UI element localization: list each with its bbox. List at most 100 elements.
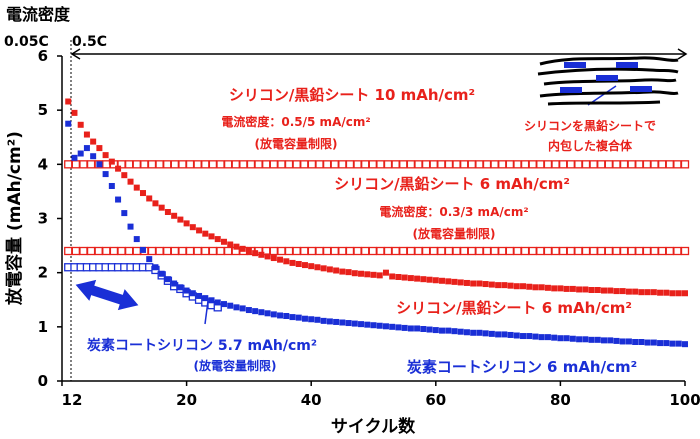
rate-arrow bbox=[70, 48, 688, 60]
label-red-top-limit: (放電容量制限) bbox=[255, 136, 338, 151]
data-point bbox=[301, 315, 308, 322]
data-point bbox=[632, 339, 639, 345]
data-point bbox=[361, 160, 370, 169]
data-point bbox=[376, 246, 385, 256]
data-point bbox=[566, 246, 575, 256]
data-point bbox=[171, 280, 178, 287]
data-point bbox=[463, 329, 470, 336]
data-point bbox=[638, 339, 645, 345]
data-point bbox=[158, 204, 165, 211]
data-point bbox=[642, 160, 652, 169]
data-point bbox=[155, 160, 164, 169]
data-point bbox=[644, 289, 651, 296]
blue-mid-pointer bbox=[204, 300, 209, 325]
data-point bbox=[277, 256, 284, 263]
data-point bbox=[239, 245, 246, 252]
data-point bbox=[79, 246, 88, 256]
y-tick-label: 0 bbox=[38, 372, 48, 390]
rate-high-label: 0.5C bbox=[72, 34, 107, 50]
series-red-6-limit bbox=[64, 246, 690, 256]
data-point bbox=[619, 160, 629, 169]
data-point bbox=[490, 246, 499, 256]
data-point bbox=[451, 328, 458, 335]
data-point bbox=[557, 285, 564, 292]
data-point bbox=[467, 160, 476, 169]
data-point bbox=[460, 160, 469, 169]
data-point bbox=[170, 246, 179, 256]
data-point bbox=[322, 246, 332, 256]
data-point bbox=[83, 131, 90, 138]
data-point bbox=[414, 325, 421, 332]
data-point bbox=[627, 246, 636, 256]
data-point bbox=[682, 341, 688, 348]
data-point bbox=[559, 160, 568, 169]
data-point bbox=[307, 160, 317, 169]
data-point bbox=[482, 281, 489, 288]
data-point bbox=[86, 246, 96, 256]
data-point bbox=[108, 183, 115, 189]
data-point bbox=[115, 165, 122, 172]
data-point bbox=[295, 261, 302, 267]
data-point bbox=[147, 160, 157, 169]
data-point bbox=[589, 160, 598, 169]
data-point bbox=[77, 150, 84, 157]
data-point bbox=[353, 246, 362, 256]
data-point bbox=[364, 271, 371, 278]
data-point bbox=[245, 307, 252, 314]
data-point bbox=[680, 160, 690, 169]
data-point bbox=[644, 339, 651, 346]
data-point bbox=[147, 246, 157, 256]
data-point bbox=[289, 314, 296, 321]
data-point bbox=[426, 276, 433, 283]
data-point bbox=[326, 266, 333, 273]
data-point bbox=[177, 284, 184, 291]
label-blue-low-title: 炭素コートシリコン 6 mAh/cm² bbox=[407, 358, 637, 376]
data-point bbox=[90, 138, 97, 145]
data-point bbox=[115, 196, 122, 203]
data-point bbox=[108, 158, 115, 165]
data-point bbox=[289, 259, 296, 266]
data-point bbox=[543, 160, 553, 169]
data-point bbox=[470, 280, 477, 287]
data-point bbox=[635, 160, 644, 169]
data-point bbox=[196, 227, 203, 234]
data-point bbox=[146, 195, 153, 202]
data-point bbox=[528, 160, 537, 169]
data-point bbox=[376, 272, 383, 279]
data-point bbox=[133, 236, 140, 243]
data-point bbox=[83, 145, 90, 152]
data-point bbox=[231, 160, 240, 169]
data-point bbox=[613, 288, 620, 295]
x-tick-label-extra: 12 bbox=[62, 391, 83, 409]
data-point bbox=[358, 321, 365, 328]
data-point bbox=[544, 284, 551, 291]
data-point bbox=[246, 160, 256, 169]
data-point bbox=[189, 224, 196, 231]
data-point bbox=[601, 337, 608, 344]
data-point bbox=[216, 160, 225, 169]
data-point bbox=[214, 299, 221, 306]
data-point bbox=[124, 246, 134, 256]
data-point bbox=[270, 255, 277, 262]
data-point bbox=[470, 329, 477, 336]
data-point bbox=[71, 160, 80, 169]
data-point bbox=[532, 284, 539, 291]
data-point bbox=[315, 246, 324, 256]
data-point bbox=[264, 253, 271, 260]
data-point bbox=[292, 160, 301, 169]
data-point bbox=[252, 250, 259, 257]
data-point bbox=[619, 246, 629, 256]
data-point bbox=[121, 172, 128, 179]
data-point bbox=[164, 276, 171, 283]
data-point bbox=[193, 246, 202, 256]
data-point bbox=[444, 160, 454, 169]
data-point bbox=[414, 160, 423, 169]
data-point bbox=[505, 160, 515, 169]
data-point bbox=[391, 246, 400, 256]
data-point bbox=[538, 284, 545, 291]
data-point bbox=[650, 289, 657, 296]
data-point bbox=[475, 160, 484, 169]
data-point bbox=[495, 282, 502, 289]
data-point bbox=[594, 336, 601, 343]
data-point bbox=[576, 336, 583, 343]
